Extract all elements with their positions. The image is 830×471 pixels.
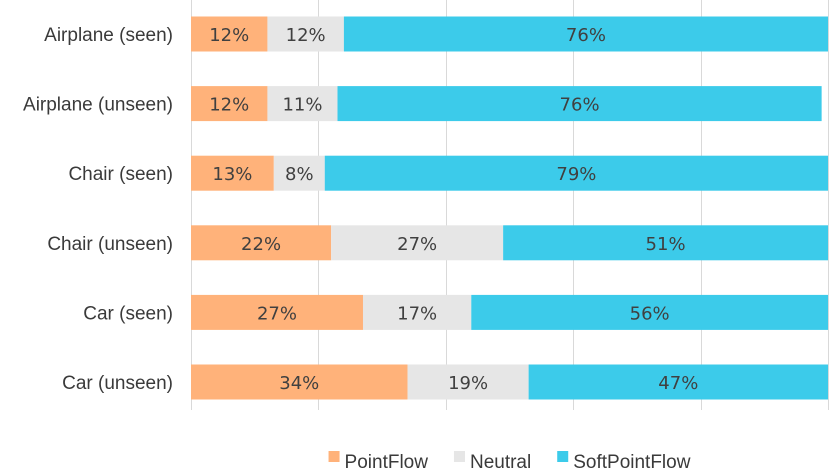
bar-segment — [343, 16, 828, 52]
legend-item: Neutral — [453, 451, 531, 471]
legend-label: Neutral — [470, 452, 531, 471]
category-label: Car (seen) — [83, 303, 173, 324]
bar-segment — [267, 86, 338, 122]
category-label: Chair (seen) — [68, 164, 173, 185]
data-label: 76% — [560, 95, 600, 116]
bar-segment — [191, 364, 408, 400]
data-label: 13% — [212, 164, 252, 185]
legend-swatch — [557, 451, 569, 462]
bar-segment — [407, 364, 529, 400]
legend-label: SoftPointFlow — [573, 452, 690, 471]
data-label: 51% — [646, 234, 686, 255]
data-label: 17% — [397, 303, 437, 324]
bar-segment — [191, 294, 363, 330]
data-label: 12% — [286, 25, 326, 46]
gridlines — [191, 0, 829, 410]
data-label: 12% — [209, 25, 249, 46]
data-label: 11% — [282, 95, 322, 116]
category-label: Airplane (seen) — [44, 25, 173, 46]
bar-segment — [191, 86, 268, 122]
bar-segment — [191, 16, 268, 52]
legend-label: PointFlow — [345, 452, 429, 471]
bar-segment — [362, 294, 472, 330]
category-label: Car (unseen) — [62, 373, 173, 394]
data-label: 79% — [556, 164, 596, 185]
data-label: 56% — [630, 303, 670, 324]
legend: PointFlow Neutral SoftPointFlow — [328, 451, 691, 471]
data-label: 27% — [397, 234, 437, 255]
category-labels: Airplane (seen) Airplane (unseen) Chair (s… — [23, 25, 173, 394]
bar-segment — [528, 364, 828, 400]
bar-segment — [503, 225, 828, 261]
bar-segment — [324, 155, 828, 191]
data-label: 34% — [279, 373, 319, 394]
legend-item: PointFlow — [328, 451, 429, 471]
data-label: 76% — [566, 25, 606, 46]
category-label: Airplane (unseen) — [23, 95, 173, 116]
data-label: 27% — [257, 303, 297, 324]
bar-segment — [267, 16, 344, 52]
data-label: 47% — [658, 373, 698, 394]
legend-swatch — [453, 451, 465, 462]
bar-segment — [471, 294, 828, 330]
data-label: 22% — [241, 234, 281, 255]
bar-segment — [191, 225, 332, 261]
bar-segment — [331, 225, 504, 261]
data-label: 8% — [285, 164, 314, 185]
legend-item: SoftPointFlow — [557, 451, 691, 471]
bars: 12% 12% 76% 12% 11% 76% 13% 8% 79% 22% 27% 51% 27% 17… — [191, 16, 828, 400]
bar-segment — [273, 155, 325, 191]
bar-segment — [337, 86, 822, 122]
category-label: Chair (unseen) — [47, 234, 173, 255]
legend-swatch — [328, 451, 340, 462]
bar-segment — [191, 155, 274, 191]
data-label: 19% — [448, 373, 488, 394]
data-label: 12% — [209, 95, 249, 116]
